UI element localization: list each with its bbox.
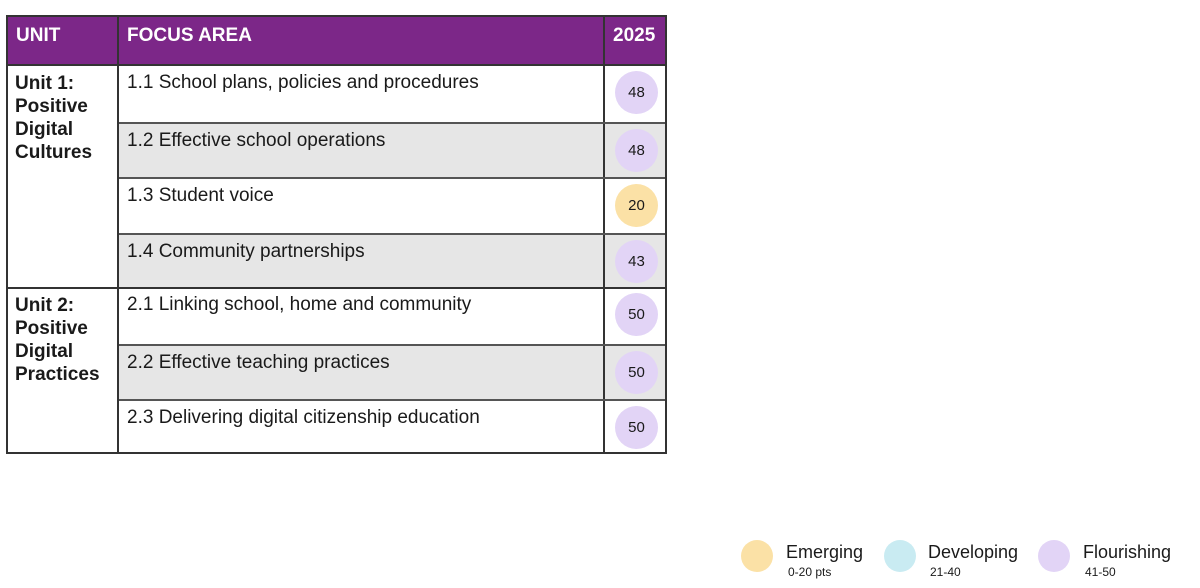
- header-year: 2025: [613, 25, 656, 46]
- score-badge: 43: [615, 239, 658, 283]
- score-cell: 48: [605, 66, 665, 122]
- score-badge: 50: [615, 406, 658, 449]
- column-divider: [117, 17, 119, 452]
- focus-area-table: UNIT FOCUS AREA 2025 Unit 1: Positive Di…: [6, 15, 667, 454]
- header-focus-area: FOCUS AREA: [127, 25, 252, 46]
- table-row: 2.1 Linking school, home and community 50: [119, 288, 665, 344]
- unit-label: Unit 2: Positive Digital Practices: [15, 295, 100, 385]
- legend-range: 41-50: [1085, 565, 1116, 579]
- table-row: 2.3 Delivering digital citizenship educa…: [119, 399, 665, 455]
- score-cell: 50: [605, 401, 665, 455]
- score-cell: 20: [605, 179, 665, 233]
- legend-swatch: [741, 540, 773, 572]
- focus-area-cell: 1.1 School plans, policies and procedure…: [127, 72, 479, 93]
- unit-separator: [8, 287, 665, 289]
- legend-label: Flourishing: [1083, 542, 1172, 562]
- score-badge: 50: [615, 293, 658, 336]
- score-cell: 48: [605, 123, 665, 177]
- legend-swatch: [1038, 540, 1070, 572]
- column-divider: [603, 17, 605, 452]
- focus-area-cell: 2.1 Linking school, home and community: [127, 294, 472, 315]
- table-row: 1.1 School plans, policies and procedure…: [119, 66, 665, 122]
- legend-swatch: [884, 540, 916, 572]
- score-cell: 50: [605, 345, 665, 399]
- legend-label: Developing: [928, 542, 1019, 562]
- unit-label: Unit 1: Positive Digital Cultures: [15, 73, 93, 163]
- table-row: 1.3 Student voice 20: [119, 177, 665, 233]
- focus-area-cell: 2.3 Delivering digital citizenship educa…: [127, 407, 480, 428]
- score-badge: 20: [615, 184, 658, 227]
- table-row: 1.2 Effective school operations 48: [119, 121, 665, 177]
- focus-area-cell: 2.2 Effective teaching practices: [119, 345, 603, 399]
- score-badge: 48: [615, 128, 658, 172]
- header-unit: UNIT: [16, 25, 61, 46]
- table-header: UNIT FOCUS AREA 2025: [8, 17, 665, 66]
- focus-area-cell: 1.4 Community partnerships: [119, 234, 603, 288]
- legend-label: Emerging: [786, 542, 864, 562]
- score-cell: 50: [605, 288, 665, 344]
- score-cell: 43: [605, 234, 665, 288]
- score-badge: 50: [615, 350, 658, 394]
- table-row: 2.2 Effective teaching practices 50: [119, 343, 665, 399]
- table-row: 1.4 Community partnerships 43: [119, 232, 665, 288]
- legend-range: 0-20 pts: [788, 565, 832, 579]
- legend-range: 21-40: [930, 565, 961, 579]
- focus-area-cell: 1.2 Effective school operations: [119, 123, 603, 177]
- score-badge: 48: [615, 71, 658, 114]
- focus-area-cell: 1.3 Student voice: [127, 185, 274, 206]
